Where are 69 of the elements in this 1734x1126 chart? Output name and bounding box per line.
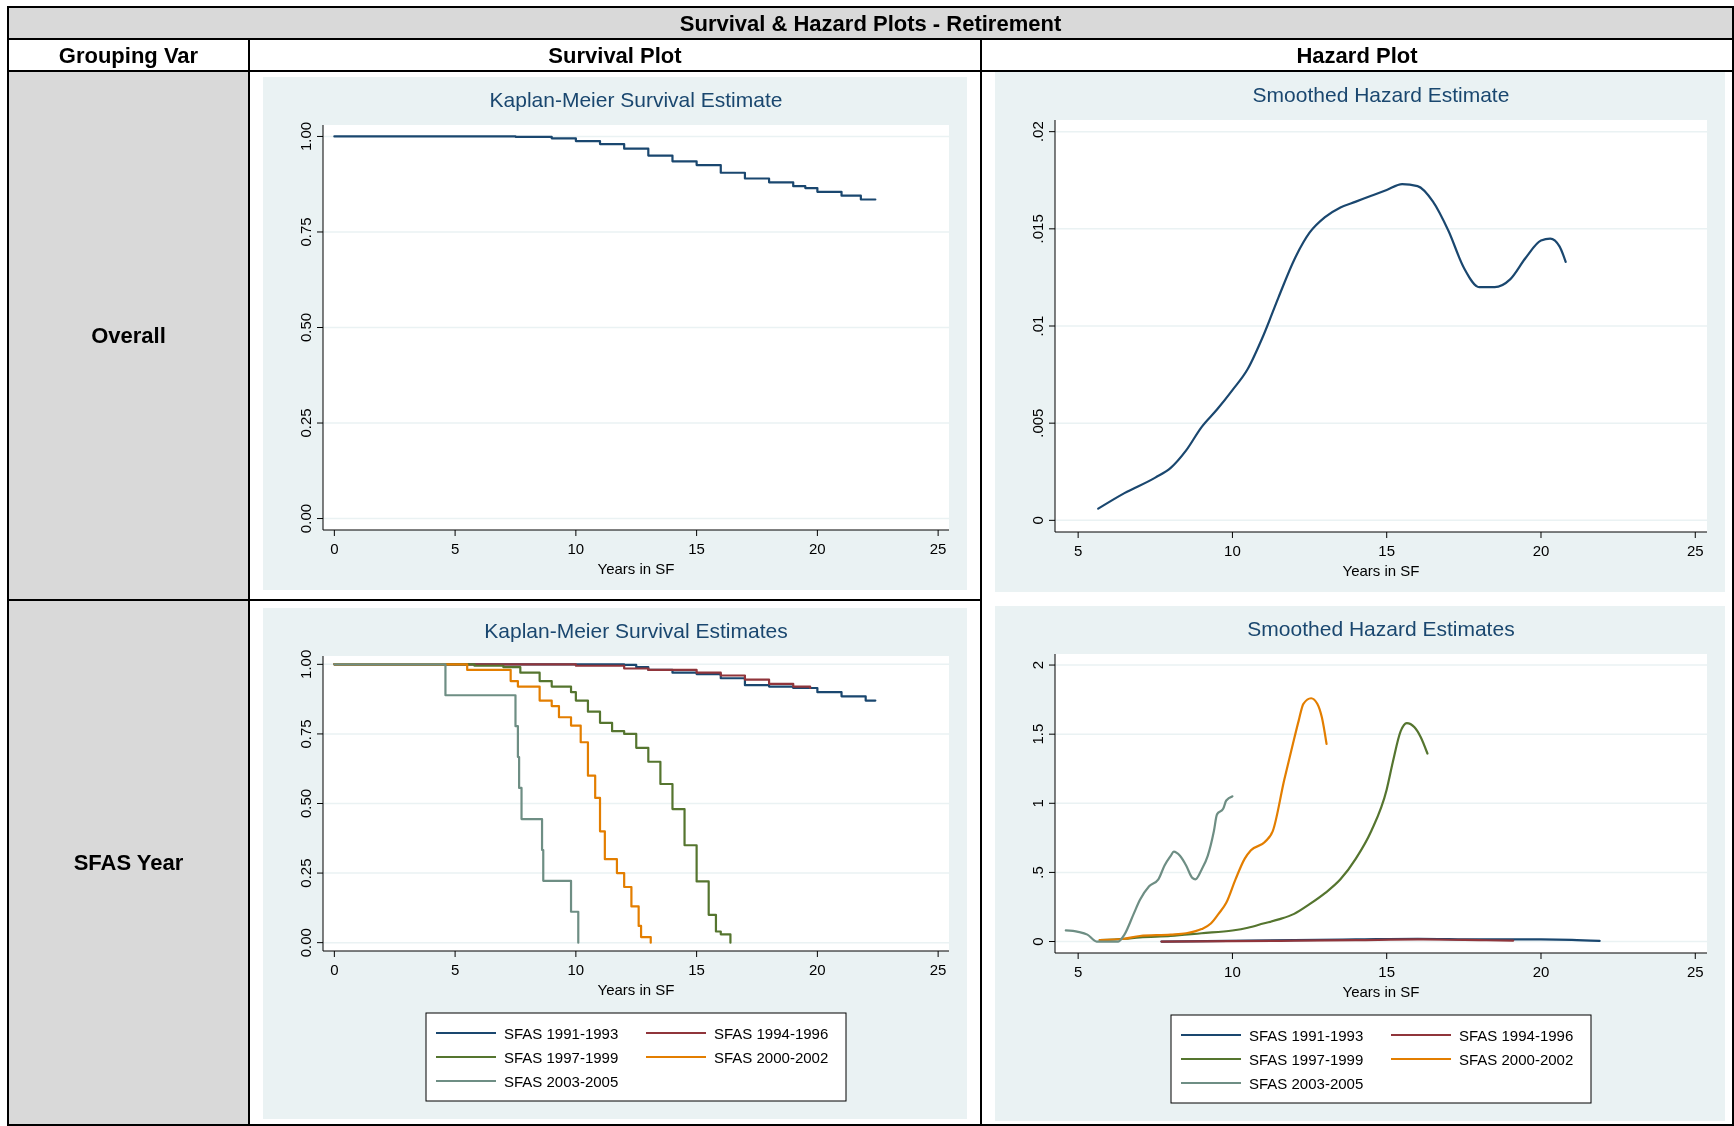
y-tick-label: 0.75 — [297, 217, 314, 247]
legend-label: SFAS 1994-1996 — [1459, 1026, 1574, 1044]
x-tick-label: 20 — [809, 540, 826, 557]
x-tick-label: 25 — [929, 961, 947, 978]
y-tick-label: 0.50 — [297, 312, 314, 343]
legend-label: SFAS 1991-1993 — [1249, 1026, 1364, 1044]
chart-title: Kaplan-Meier Survival Estimates — [484, 619, 788, 642]
y-tick-label: .02 — [1029, 121, 1046, 143]
x-axis-title: Years in SF — [597, 981, 675, 998]
x-axis-title: Years in SF — [1342, 983, 1420, 1000]
y-tick-label: .015 — [1029, 214, 1046, 244]
legend-label: SFAS 2003-2005 — [1249, 1074, 1364, 1092]
x-tick-label: 20 — [1532, 542, 1550, 559]
x-tick-label: 5 — [1073, 963, 1083, 980]
x-tick-label: 15 — [1378, 963, 1396, 980]
legend-label: SFAS 1997-1999 — [1249, 1050, 1364, 1068]
text: Survival & Hazard Plots - Retirement — [679, 10, 1062, 36]
chart-title: Smoothed Hazard Estimate — [1252, 83, 1510, 106]
x-tick-label: 15 — [688, 961, 705, 978]
legend-label: SFAS 1991-1993 — [504, 1024, 619, 1042]
x-tick-label: 0 — [330, 540, 339, 557]
x-tick-label: 5 — [450, 540, 460, 557]
text: Overall — [91, 323, 166, 348]
y-tick-label: .5 — [1029, 866, 1046, 879]
x-tick-label: 25 — [1686, 963, 1704, 980]
y-tick-label: 1 — [1029, 799, 1046, 808]
legend-label: SFAS 2000-2002 — [1459, 1050, 1574, 1068]
text: Hazard Plot — [1296, 42, 1419, 68]
x-tick-label: 0 — [330, 961, 339, 978]
y-tick-label: 1.00 — [297, 649, 314, 679]
y-tick-label: 0 — [1029, 937, 1046, 946]
y-tick-label: 0 — [1029, 516, 1046, 525]
x-tick-label: 10 — [1224, 963, 1241, 980]
x-tick-label: 15 — [688, 540, 705, 557]
x-tick-label: 15 — [1378, 542, 1396, 559]
x-tick-label: 25 — [929, 540, 947, 557]
legend-label: SFAS 1994-1996 — [714, 1024, 829, 1042]
x-tick-label: 10 — [567, 961, 585, 978]
x-tick-label: 20 — [1532, 963, 1550, 980]
x-tick-label: 20 — [809, 961, 826, 978]
legend-label: SFAS 1997-1999 — [504, 1048, 619, 1066]
x-tick-label: 10 — [567, 540, 585, 557]
x-axis-title: Years in SF — [1342, 562, 1420, 579]
y-tick-label: 0.25 — [297, 858, 314, 888]
chart-title: Kaplan-Meier Survival Estimate — [489, 88, 783, 111]
text: Survival Plot — [548, 42, 683, 68]
line-series — [1064, 795, 1234, 943]
text: Grouping Var — [58, 42, 199, 68]
y-tick-label: 1.5 — [1029, 723, 1046, 745]
y-tick-label: 0.00 — [297, 503, 314, 534]
x-tick-label: 25 — [1686, 542, 1704, 559]
line-series — [1097, 183, 1567, 510]
y-tick-label: 1.00 — [297, 121, 314, 152]
y-tick-label: 0.25 — [297, 408, 314, 438]
text: SFAS Year — [73, 850, 184, 875]
y-tick-label: 0.50 — [297, 788, 314, 819]
chart-title: Smoothed Hazard Estimates — [1247, 617, 1515, 640]
x-tick-label: 5 — [1073, 542, 1083, 559]
x-tick-label: 5 — [450, 961, 460, 978]
y-tick-label: .005 — [1029, 408, 1046, 438]
line-series — [1098, 697, 1328, 942]
x-tick-label: 10 — [1224, 542, 1241, 559]
y-tick-label: 2 — [1029, 660, 1046, 670]
y-tick-label: .01 — [1029, 315, 1046, 337]
x-axis-title: Years in SF — [597, 560, 675, 577]
y-tick-label: 0.00 — [297, 928, 314, 958]
y-tick-label: 0.75 — [297, 719, 314, 749]
legend-label: SFAS 2000-2002 — [714, 1048, 829, 1066]
legend-label: SFAS 2003-2005 — [504, 1072, 619, 1090]
